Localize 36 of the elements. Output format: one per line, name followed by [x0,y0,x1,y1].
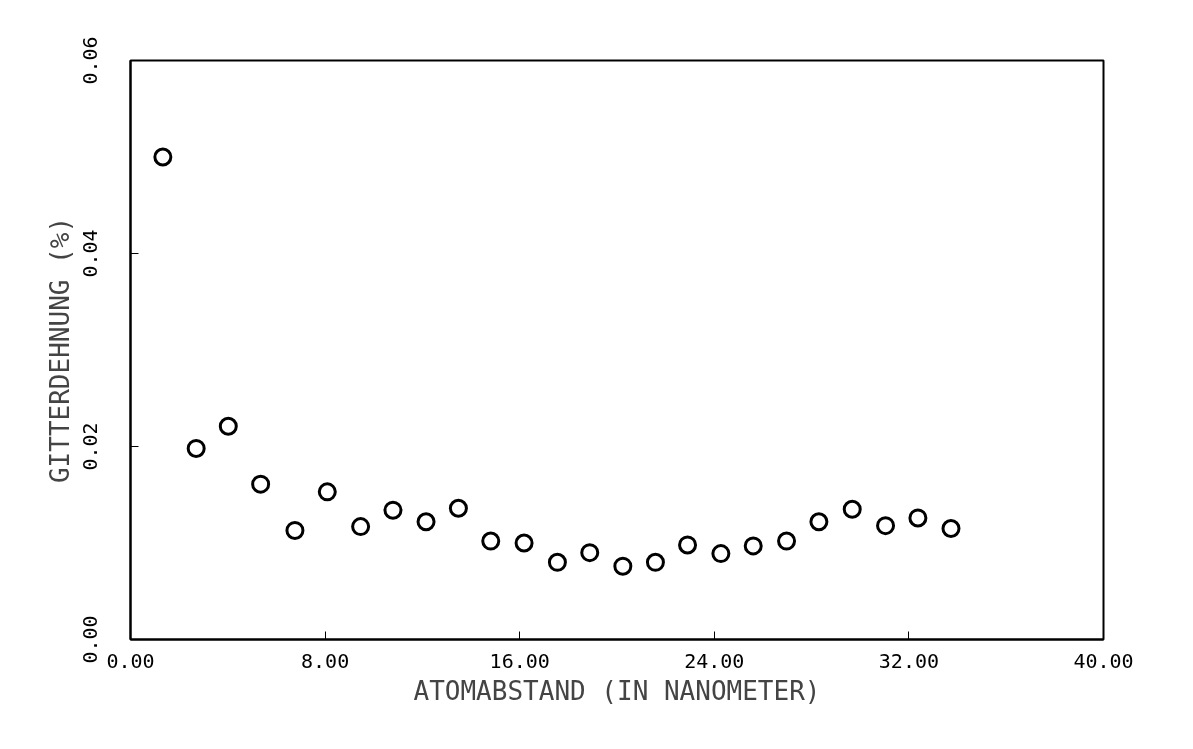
point [186,438,206,458]
point [777,531,797,551]
point [416,512,436,532]
point [908,508,928,528]
x-tick-label: 32.00 [878,648,940,673]
point [351,517,371,537]
x-tick-label: 0.00 [106,648,155,673]
point [285,520,305,540]
y-tick-label: 0.02 [77,422,102,471]
point [547,552,567,572]
point [218,416,238,436]
point [743,536,763,556]
x-tick-label: 16.00 [489,648,550,673]
point [481,531,501,551]
point [941,519,961,539]
x-axis-title: ATOMABSTAND (IN NANOMETER) [413,675,821,706]
point [580,543,600,563]
point [678,535,698,555]
point [645,552,665,572]
point [711,544,731,564]
y-tick-label: 0.06 [77,36,102,85]
point [613,556,633,576]
y-axis-title: GITTERDEHNUNG (%) [44,216,75,484]
point [842,499,862,519]
point [876,516,896,536]
point [153,147,173,167]
point [514,533,534,553]
point [317,482,337,502]
point [448,498,468,518]
x-tick-label: 40.00 [1073,648,1134,673]
point [383,500,403,520]
y-tick-label: 0.04 [77,229,102,278]
point [809,512,829,532]
x-tick-label: 8.00 [301,648,350,673]
x-tick-label: 24.00 [684,648,745,673]
point [251,474,271,494]
